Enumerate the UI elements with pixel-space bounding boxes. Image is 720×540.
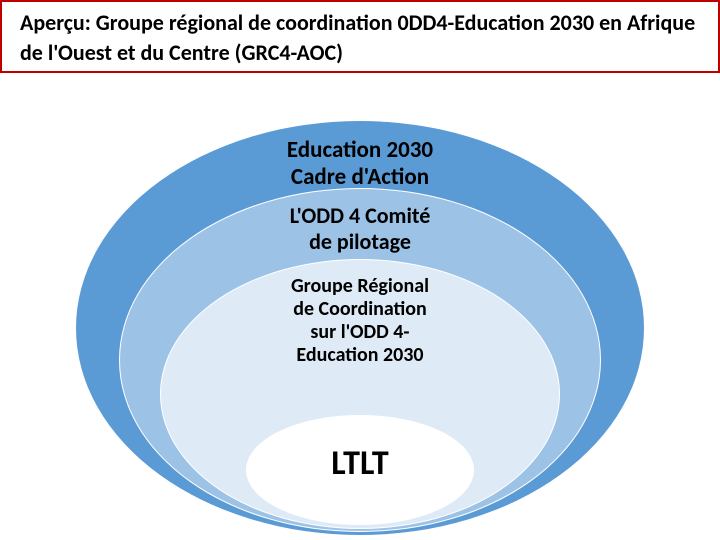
slide-title: Aperçu: Groupe régional de coordination … <box>20 8 710 67</box>
nested-ellipse-diagram: Education 2030 Cadre d'Action L'ODD 4 Co… <box>0 73 720 540</box>
ellipse-ltlt: LTLT <box>246 415 474 525</box>
slide-title-container: Aperçu: Groupe régional de coordination … <box>0 0 720 73</box>
ellipse-label-ltlt: LTLT <box>331 444 388 524</box>
